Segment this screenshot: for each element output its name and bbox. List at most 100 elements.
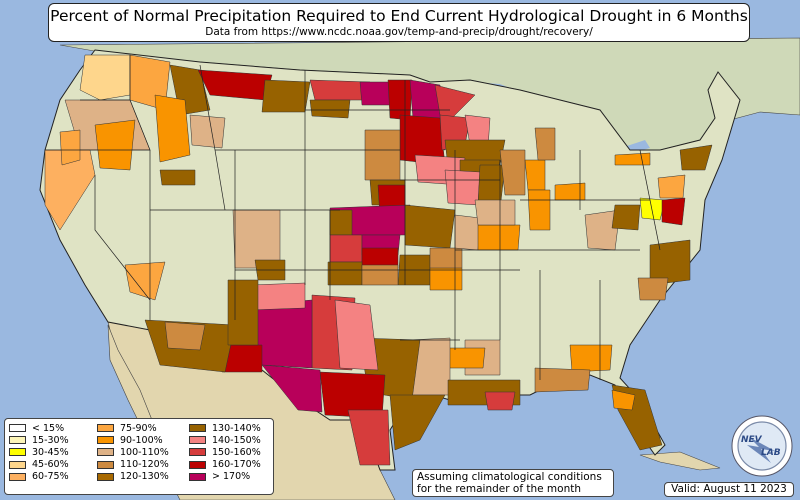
region-wa-west <box>79 54 131 101</box>
legend-label: 30-45% <box>32 446 69 458</box>
legend-column: 130-140% 140-150% 150-160% 160-170% > 17… <box>189 422 261 483</box>
legend-label: 120-130% <box>120 471 169 483</box>
legend-swatch <box>189 424 206 433</box>
region-mo <box>404 204 456 249</box>
region-tx-coast <box>389 394 446 451</box>
legend: < 15% 15-30% 30-45% 45-60% 60-75% 75-90%… <box>4 418 274 495</box>
legend-swatch <box>97 424 114 433</box>
region-ct <box>679 144 713 171</box>
legend-swatch <box>9 472 26 481</box>
region-tx-west <box>261 364 323 413</box>
legend-item: 160-170% <box>189 459 261 471</box>
logo-text-bottom: LAB <box>761 448 781 458</box>
region-mi-east <box>499 149 526 196</box>
legend-swatch <box>189 460 206 469</box>
note-line: for the remainder of the month <box>417 483 582 495</box>
region-ok-west <box>327 261 363 286</box>
legend-item: 60-75% <box>9 471 69 483</box>
legend-swatch <box>189 436 206 445</box>
legend-label: 15-30% <box>32 434 69 446</box>
region-ms-north <box>444 347 486 369</box>
region-wy-north <box>159 169 196 186</box>
region-ny-east <box>614 152 651 166</box>
legend-swatch <box>189 472 206 481</box>
legend-swatch <box>97 472 114 481</box>
region-sd <box>364 129 401 181</box>
region-nc-east <box>649 239 691 286</box>
region-or-central <box>94 119 136 171</box>
region-az-east <box>227 279 259 346</box>
region-id-south <box>154 94 191 163</box>
region-la-delta <box>484 391 516 411</box>
legend-item: < 15% <box>9 422 69 434</box>
logo-lightning <box>747 437 775 463</box>
legend-swatch <box>9 424 26 433</box>
region-az-central <box>164 321 206 351</box>
region-nd-south <box>309 99 351 119</box>
legend-item: 15-30% <box>9 434 69 446</box>
region-pa <box>554 182 586 201</box>
logo-text-top: NEV <box>741 435 763 445</box>
region-ks-west <box>329 209 353 236</box>
region-ar <box>429 267 463 291</box>
legend-column: < 15% 15-30% 30-45% 45-60% 60-75% <box>9 422 69 483</box>
legend-item: 75-90% <box>97 422 169 434</box>
border-line <box>94 175 151 301</box>
legend-swatch <box>189 448 206 457</box>
legend-label: 110-120% <box>120 459 169 471</box>
legend-label: < 15% <box>32 422 65 434</box>
assumption-note: Assuming climatological conditions for t… <box>412 469 614 497</box>
legend-label: 100-110% <box>120 446 169 458</box>
region-wy <box>189 114 226 149</box>
legend-column: 75-90% 90-100% 100-110% 110-120% 120-130… <box>97 422 169 483</box>
border-line <box>639 149 661 251</box>
legend-label: 130-140% <box>212 422 261 434</box>
region-tx-south <box>347 409 391 466</box>
region-ga <box>569 344 613 373</box>
legend-swatch <box>9 448 26 457</box>
legend-label: 90-100% <box>120 434 163 446</box>
legend-item: 90-100% <box>97 434 169 446</box>
region-sc <box>637 277 669 301</box>
legend-swatch <box>97 436 114 445</box>
region-tn <box>477 224 521 251</box>
valid-date: Valid: August 11 2023 <box>664 482 794 497</box>
region-oh-north <box>527 189 551 231</box>
map-subtitle: Data from https://www.ncdc.noaa.gov/temp… <box>205 26 593 38</box>
region-tx-north <box>334 299 379 371</box>
region-md <box>639 197 666 221</box>
region-ny-west <box>534 127 556 161</box>
region-nd-east <box>359 81 391 106</box>
legend-item: 45-60% <box>9 459 69 471</box>
region-fl-north <box>611 389 636 411</box>
map-title: Percent of Normal Precipitation Required… <box>50 7 748 25</box>
region-ks-south <box>329 234 363 263</box>
region-mt-east <box>261 79 311 113</box>
cuba <box>639 451 721 471</box>
region-nj <box>657 174 686 199</box>
state-borders <box>45 55 661 380</box>
legend-item: 120-130% <box>97 471 169 483</box>
legend-swatch <box>97 460 114 469</box>
region-de <box>661 197 686 226</box>
legend-label: 60-75% <box>32 471 69 483</box>
region-ok <box>361 264 399 286</box>
legend-item: > 170% <box>189 471 261 483</box>
region-mn-west <box>387 79 413 121</box>
legend-label: > 170% <box>212 471 251 483</box>
region-ar-west <box>429 247 463 269</box>
note-line: Assuming climatological conditions <box>417 471 602 483</box>
title-box: Percent of Normal Precipitation Required… <box>48 3 750 42</box>
region-va <box>611 204 641 231</box>
legend-item: 140-150% <box>189 434 261 446</box>
region-al-coast <box>534 367 591 393</box>
legend-label: 140-150% <box>212 434 261 446</box>
legend-swatch <box>9 460 26 469</box>
region-oh <box>474 199 516 226</box>
legend-item: 150-160% <box>189 446 261 458</box>
legend-label: 160-170% <box>212 459 261 471</box>
legend-swatch <box>9 436 26 445</box>
region-ca-coast <box>59 129 81 166</box>
region-mi-thumb <box>524 159 546 191</box>
legend-item: 100-110% <box>97 446 169 458</box>
